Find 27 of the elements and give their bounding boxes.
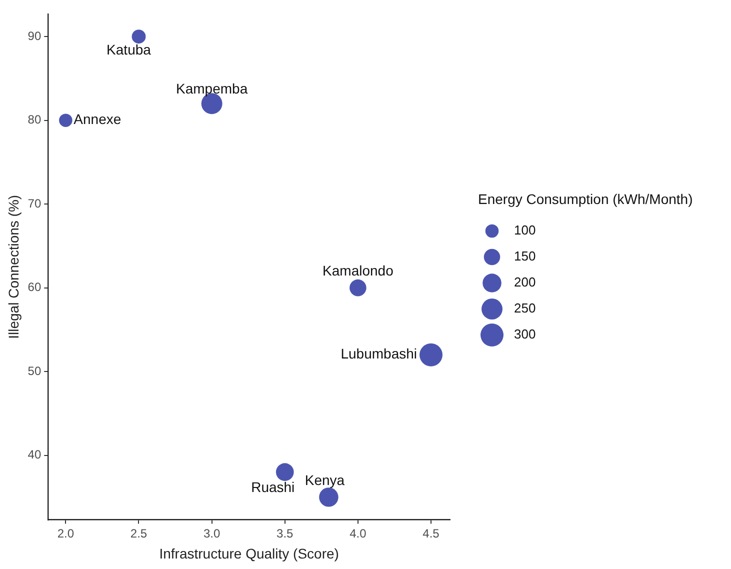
legend-label: 100 <box>514 222 536 238</box>
y-tick-label: 40 <box>28 448 42 462</box>
annotation: Kampemba <box>176 80 248 96</box>
x-tick-label: 3.5 <box>276 526 294 540</box>
legend-label: 200 <box>514 274 536 290</box>
y-tick-label: 70 <box>28 196 42 210</box>
y-tick-label: 80 <box>28 112 42 127</box>
annotation: Kamalondo <box>322 262 394 279</box>
legend-label: 300 <box>514 326 536 342</box>
x-tick-label: 2.0 <box>57 526 74 540</box>
x-tick-label: 3.0 <box>203 526 220 540</box>
y-tick-label: 50 <box>28 364 42 378</box>
annotation: Katuba <box>106 41 152 58</box>
x-tick-label: 4.0 <box>350 526 367 540</box>
x-tick-label: 2.5 <box>130 526 148 540</box>
legend-label: 150 <box>514 248 536 264</box>
annotation: Annexe <box>74 111 122 128</box>
annotation: Lubumbashi <box>340 346 418 362</box>
legend-title: Energy Consumption (kWh/Month) <box>478 190 693 207</box>
legend-label: 250 <box>514 300 536 316</box>
x-tick-label: 4.5 <box>422 526 440 540</box>
y-axis-title: Illegal Connections (%) <box>5 194 22 339</box>
x-axis-title: Infrastructure Quality (Score) <box>159 545 339 562</box>
annotation: Kenya <box>304 472 345 488</box>
y-tick-label: 90 <box>28 28 42 43</box>
annotation: Ruashi <box>251 478 295 495</box>
y-tick-label: 60 <box>28 280 42 294</box>
